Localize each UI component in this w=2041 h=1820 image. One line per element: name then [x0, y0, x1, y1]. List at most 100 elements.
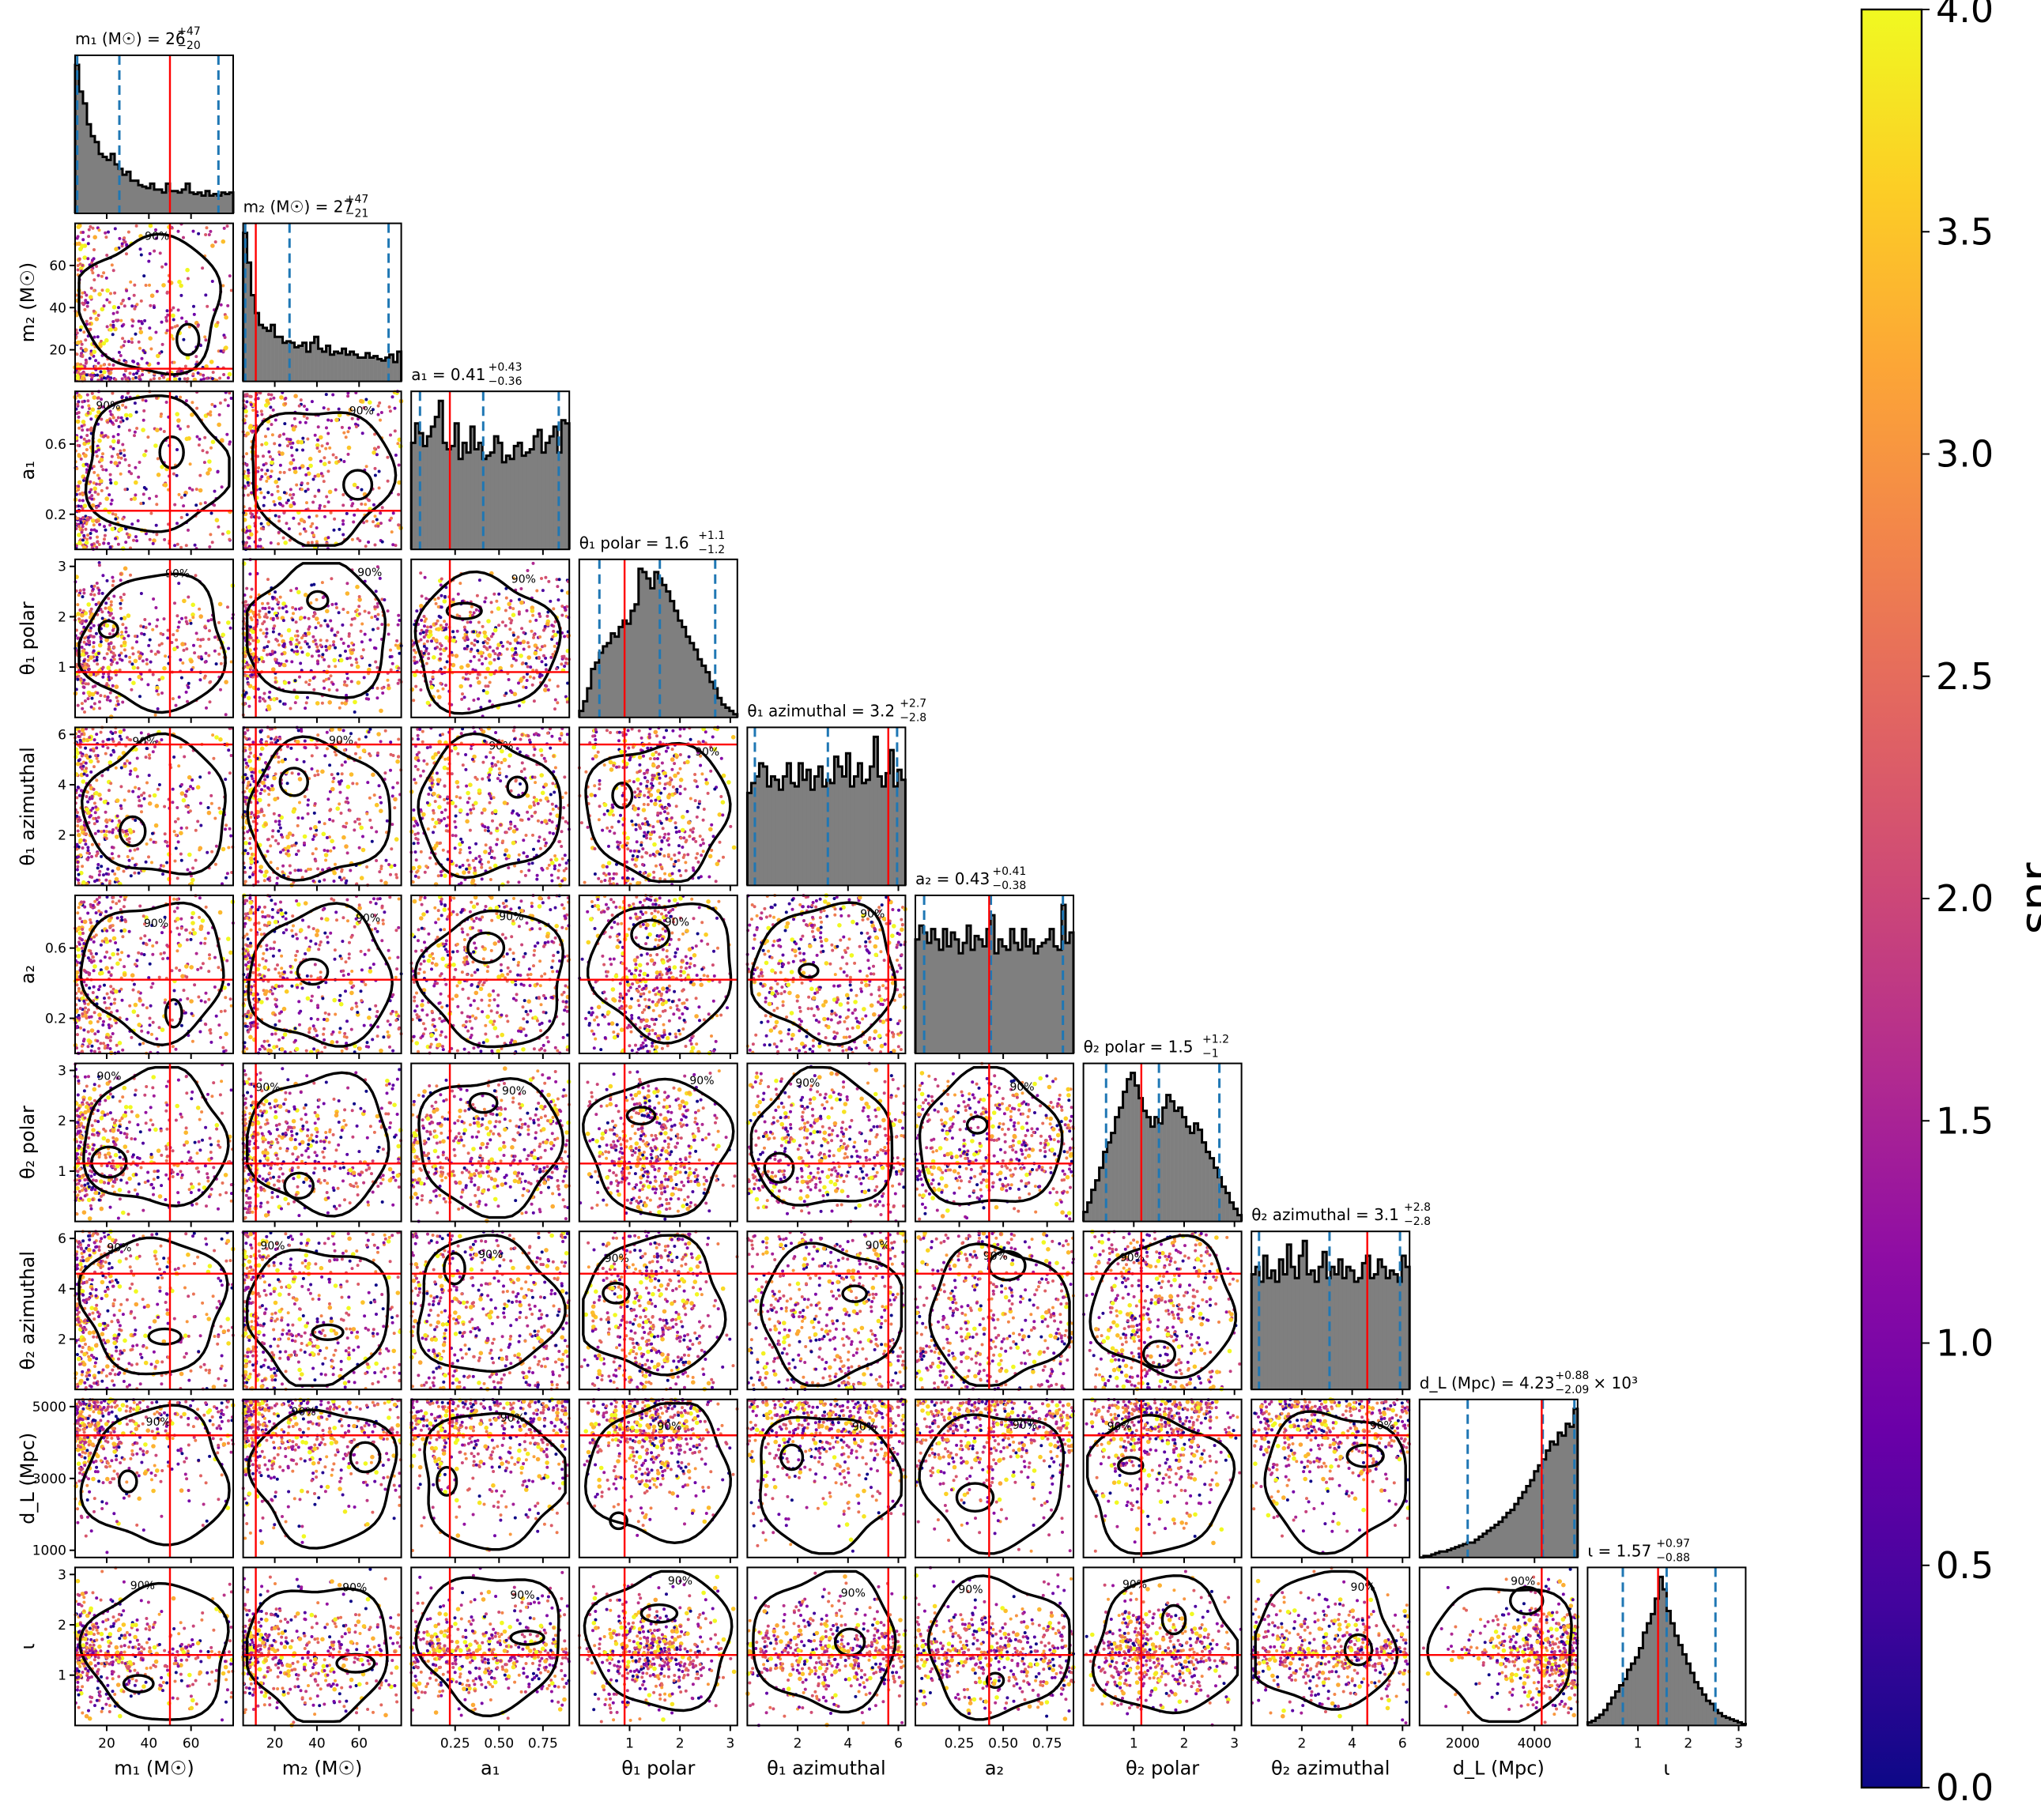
- scatter-point: [78, 738, 82, 742]
- scatter-point: [489, 635, 493, 639]
- scatter-point: [513, 824, 517, 828]
- scatter-point: [191, 786, 195, 790]
- scatter-point: [164, 654, 168, 658]
- scatter-point: [251, 820, 255, 823]
- scatter-point: [111, 579, 115, 583]
- scatter-point: [287, 680, 291, 684]
- hist-bar: [162, 192, 167, 213]
- scatter-point: [292, 516, 296, 520]
- scatter-point: [261, 622, 265, 626]
- scatter-point: [134, 819, 138, 822]
- scatter-point: [251, 740, 255, 744]
- scatter-point: [495, 599, 499, 603]
- scatter-point: [95, 658, 99, 662]
- scatter-point: [95, 529, 98, 533]
- scatter-point: [95, 778, 99, 782]
- scatter-point: [561, 816, 564, 820]
- hist-bar: [79, 91, 84, 213]
- scatter-point: [77, 735, 81, 738]
- scatter-point: [177, 582, 181, 586]
- scatter-point: [492, 592, 496, 596]
- scatter-point: [95, 733, 99, 737]
- scatter-point: [85, 767, 89, 771]
- scatter-point: [440, 593, 443, 597]
- hist-bar: [217, 195, 222, 213]
- scatter-point: [165, 309, 169, 313]
- scatter-point: [394, 643, 398, 647]
- scatter-point: [90, 696, 94, 700]
- contour-90-island: [342, 469, 374, 501]
- scatter-point: [138, 695, 141, 699]
- scatter-point: [492, 856, 496, 860]
- scatter-point: [175, 806, 179, 809]
- contour-90-island: [175, 322, 201, 356]
- scatter-point: [81, 865, 85, 869]
- scatter-point: [188, 462, 192, 466]
- scatter-point: [266, 735, 270, 739]
- scatter-point: [280, 634, 284, 638]
- scatter-point: [433, 825, 436, 829]
- scatter-point: [376, 732, 381, 737]
- scatter-point: [560, 732, 564, 736]
- scatter-point: [152, 597, 156, 601]
- scatter-point: [135, 303, 139, 307]
- scatter-point: [515, 747, 519, 751]
- scatter-point: [274, 418, 277, 422]
- scatter-point: [90, 876, 94, 879]
- scatter-point: [419, 688, 423, 691]
- scatter-point: [134, 786, 138, 789]
- scatter-point: [544, 759, 548, 763]
- scatter-point: [218, 401, 222, 405]
- scatter-point: [247, 474, 250, 478]
- scatter-point: [92, 645, 96, 649]
- scatter-point: [94, 631, 98, 635]
- scatter-point: [467, 707, 471, 711]
- scatter-point: [248, 572, 252, 576]
- scatter-point: [128, 677, 132, 681]
- scatter-point: [84, 358, 88, 362]
- scatter-point: [224, 778, 228, 782]
- scatter-point: [320, 581, 324, 585]
- scatter-point: [379, 808, 383, 813]
- scatter-point: [486, 619, 491, 624]
- scatter-point: [153, 443, 158, 448]
- scatter-point: [290, 454, 294, 458]
- scatter-point: [110, 263, 114, 267]
- scatter-point: [397, 523, 401, 527]
- scatter-point: [519, 600, 524, 605]
- scatter-point: [486, 637, 490, 641]
- scatter-point: [225, 872, 229, 876]
- scatter-point: [534, 781, 538, 785]
- scatter-point: [81, 707, 85, 710]
- scatter-point: [564, 657, 568, 661]
- scatter-point: [470, 642, 473, 645]
- scatter-point: [160, 691, 164, 695]
- scatter-point: [424, 597, 428, 601]
- hist-bar: [522, 455, 526, 550]
- scatter-point: [80, 702, 84, 706]
- scatter-point: [322, 406, 326, 410]
- scatter-point: [105, 288, 110, 293]
- hist-bar: [302, 342, 307, 382]
- scatter-point: [323, 878, 326, 882]
- scatter-point: [224, 823, 228, 827]
- scatter-point: [396, 681, 400, 685]
- scatter-point: [298, 420, 302, 424]
- scatter-point: [188, 809, 192, 813]
- scatter-point: [175, 324, 179, 328]
- scatter-point: [89, 629, 92, 633]
- panel-a1-vs-m1: 90%0.20.6a₁: [17, 390, 234, 556]
- scatter-point: [486, 829, 490, 833]
- scatter-point: [186, 377, 190, 381]
- axes-frame: [74, 55, 234, 214]
- scatter-point: [244, 761, 248, 765]
- scatter-point: [261, 780, 266, 786]
- scatter-point: [277, 606, 281, 610]
- scatter-point: [85, 832, 89, 836]
- scatter-point: [547, 863, 551, 867]
- scatter-point: [469, 659, 473, 663]
- scatter-point: [92, 278, 96, 282]
- scatter-point: [266, 850, 270, 853]
- scatter-point: [551, 782, 555, 786]
- scatter-point: [108, 478, 112, 482]
